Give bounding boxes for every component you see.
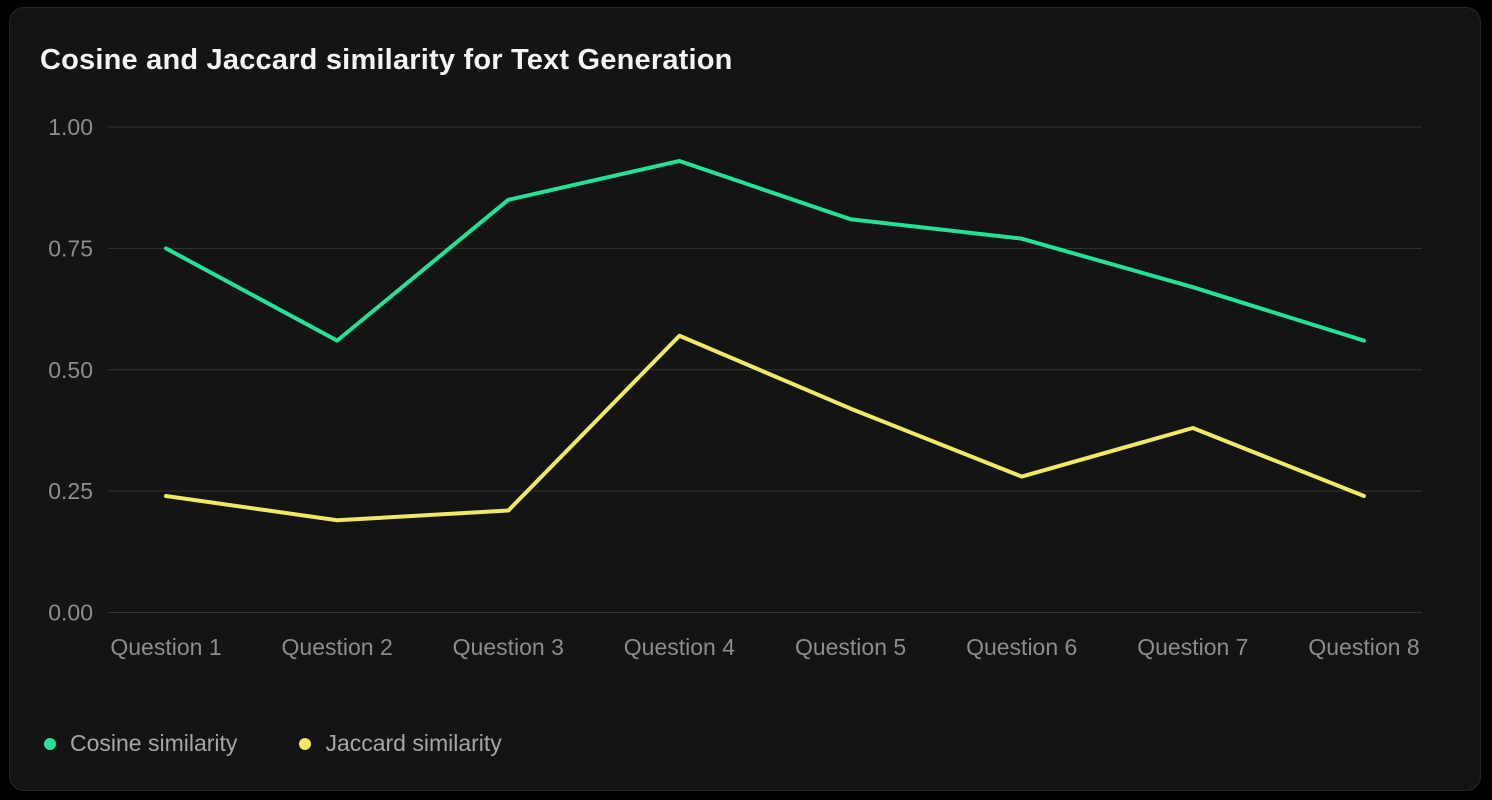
legend-dot-jaccard-icon	[299, 737, 312, 750]
x-axis-tick-label: Question 2	[282, 634, 393, 660]
series-line-jaccard	[164, 333, 1366, 523]
x-axis-tick-label: Question 1	[110, 634, 221, 660]
y-axis-tick-label: 0.00	[48, 600, 93, 626]
legend-label-jaccard: Jaccard similarity	[325, 730, 502, 756]
y-axis-tick-label: 0.50	[48, 357, 93, 383]
y-axis-tick-label: 1.00	[48, 114, 93, 140]
y-axis-tick-label: 0.25	[48, 478, 93, 504]
x-axis-tick-label: Question 3	[453, 634, 564, 660]
chart-title: Cosine and Jaccard similarity for Text G…	[40, 44, 733, 76]
legend-item-cosine[interactable]: Cosine similarity	[44, 730, 237, 757]
chart-card	[9, 7, 1481, 791]
y-axis-tick-label: 0.75	[48, 235, 93, 261]
legend-item-jaccard[interactable]: Jaccard similarity	[299, 730, 502, 757]
legend-dot-cosine-icon	[44, 737, 56, 750]
chart-legend: Cosine similarity Jaccard similarity	[44, 730, 502, 757]
x-axis-tick-label: Question 8	[1308, 634, 1419, 660]
x-axis-tick-label: Question 4	[624, 634, 735, 660]
series-line-cosine	[164, 158, 1366, 343]
x-axis-tick-label: Question 5	[795, 634, 906, 660]
x-axis-tick-label: Question 7	[1137, 634, 1248, 660]
legend-label-cosine: Cosine similarity	[70, 730, 238, 756]
x-axis-tick-label: Question 6	[966, 634, 1077, 660]
